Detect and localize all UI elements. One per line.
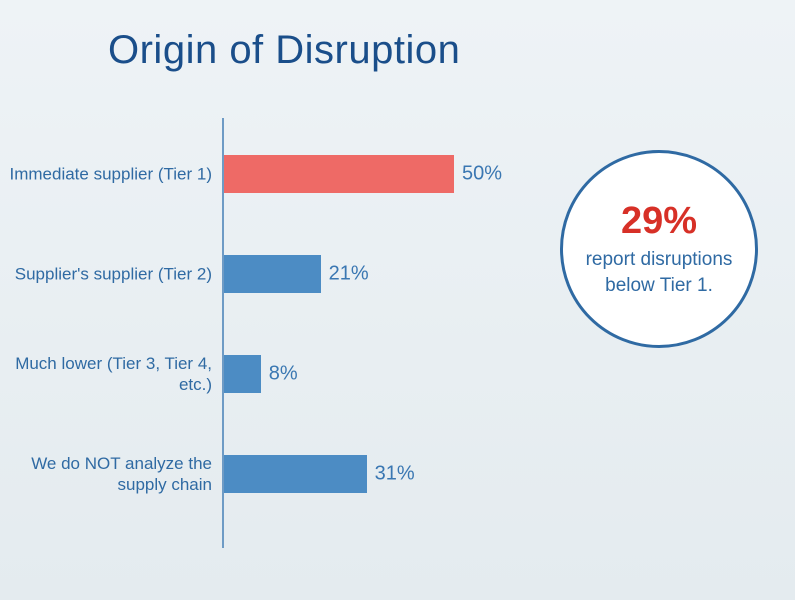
callout-text: report disruptions below Tier 1. [583, 247, 735, 298]
category-label: We do NOT analyze the supply chain [0, 453, 212, 496]
bar-row: Immediate supplier (Tier 1) 50% [0, 153, 520, 195]
category-label: Supplier's supplier (Tier 2) [0, 263, 212, 284]
bar [224, 255, 321, 293]
bar-row: Much lower (Tier 3, Tier 4, etc.) 8% [0, 353, 520, 395]
bar [224, 355, 261, 393]
bar-row: We do NOT analyze the supply chain 31% [0, 453, 520, 495]
chart-title: Origin of Disruption [108, 28, 460, 73]
callout-circle: 29% report disruptions below Tier 1. [560, 150, 758, 348]
bar-row: Supplier's supplier (Tier 2) 21% [0, 253, 520, 295]
category-label: Much lower (Tier 3, Tier 4, etc.) [0, 353, 212, 396]
category-label: Immediate supplier (Tier 1) [0, 163, 212, 184]
bar [224, 455, 367, 493]
bar [224, 155, 454, 193]
value-label: 50% [462, 163, 502, 186]
bar-chart: Immediate supplier (Tier 1) 50% Supplier's… [0, 118, 520, 548]
value-label: 8% [269, 363, 298, 386]
value-label: 31% [375, 463, 415, 486]
callout-stat: 29% [621, 200, 697, 243]
value-label: 21% [329, 263, 369, 286]
